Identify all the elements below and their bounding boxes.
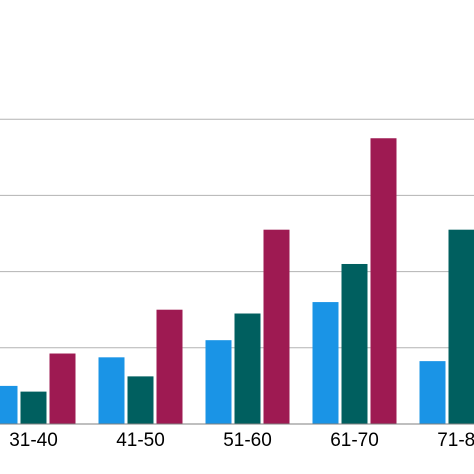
bar-61-70-series-2: [341, 263, 368, 424]
x-tick-label: 31-40: [9, 430, 58, 451]
bar-51-60-series-2: [234, 313, 261, 424]
bar-71-80-series-2: [448, 229, 474, 424]
bar-31-40-series-1: [0, 385, 18, 424]
bar-41-50-series-2: [127, 376, 154, 424]
x-tick-label: 51-60: [223, 430, 272, 451]
bar-61-70-series-1: [312, 302, 339, 424]
x-tick-labels: 31-40 41-50 51-60 61-70 71-80: [9, 430, 474, 451]
x-tick-label: 71-80: [437, 430, 474, 451]
bar-41-50-series-3: [156, 309, 183, 424]
bars: [0, 138, 474, 424]
bar-51-60-series-3: [263, 229, 290, 424]
gridlines: [0, 118, 474, 349]
x-tick-label: 61-70: [330, 430, 379, 451]
x-tick-label: 41-50: [116, 430, 165, 451]
bar-61-70-series-3: [370, 138, 397, 424]
bar-51-60-series-1: [205, 340, 232, 424]
bar-31-40-series-3: [49, 353, 76, 424]
bar-41-50-series-1: [98, 357, 125, 424]
bar-71-80-series-1: [419, 361, 446, 424]
bar-31-40-series-2: [20, 391, 47, 424]
